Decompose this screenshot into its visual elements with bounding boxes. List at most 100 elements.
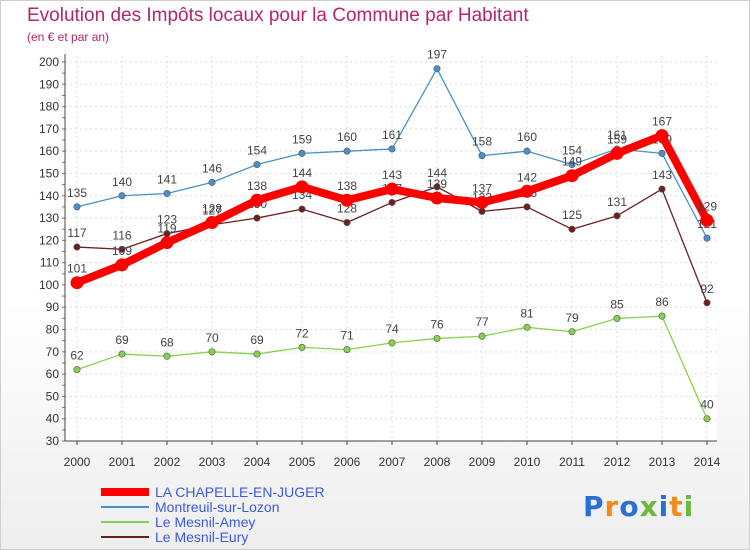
x-tick-label: 2002 (154, 455, 181, 469)
data-point (700, 213, 714, 227)
data-label: 76 (430, 317, 444, 331)
data-label: 139 (427, 177, 447, 191)
logo-letter: x (639, 490, 659, 523)
data-point (343, 346, 351, 354)
data-point (160, 236, 174, 250)
legend-label: Le Mesnil-Amey (155, 514, 256, 530)
series-montreuil-sur-lozon: 1351401411461541591601611971581601541611… (67, 48, 717, 242)
data-point (475, 195, 489, 209)
data-point (253, 161, 261, 169)
data-point (430, 191, 444, 205)
y-tick-label: 30 (46, 434, 60, 448)
y-tick-label: 180 (39, 100, 59, 114)
data-label: 140 (112, 175, 132, 189)
data-label: 138 (337, 179, 357, 193)
y-tick-label: 80 (46, 323, 60, 337)
data-label: 116 (112, 228, 131, 242)
data-point (433, 183, 441, 191)
data-label: 143 (652, 168, 672, 182)
data-label: 40 (700, 398, 714, 412)
data-point (658, 149, 666, 157)
x-tick-label: 2014 (694, 455, 721, 469)
data-label: 135 (67, 186, 87, 200)
y-tick-label: 40 (46, 412, 60, 426)
x-tick-label: 2009 (469, 455, 496, 469)
logo-letter: i (658, 490, 670, 523)
data-point (523, 147, 531, 155)
data-label: 81 (520, 306, 534, 320)
series-le-mesnil-amey: 62 69 68 70 69 72 71 74 76 77 81 79 85 86 40 (70, 295, 714, 423)
data-label: 144 (427, 166, 447, 180)
data-label: 160 (337, 130, 357, 144)
data-point (658, 312, 666, 320)
data-label: 69 (115, 333, 129, 347)
x-tick-label: 2001 (109, 455, 136, 469)
data-point (343, 147, 351, 155)
data-label: 144 (292, 166, 312, 180)
data-label: 143 (382, 168, 402, 182)
data-label: 129 (697, 199, 717, 213)
y-tick-label: 110 (40, 256, 59, 270)
legend-swatch (101, 536, 149, 538)
data-point (163, 352, 171, 360)
data-point (118, 192, 126, 200)
data-point (340, 193, 354, 207)
data-point (118, 350, 126, 358)
data-label: 159 (607, 132, 627, 146)
data-point (73, 203, 81, 211)
plot-area (65, 56, 717, 441)
data-label: 74 (385, 322, 399, 336)
x-tick-label: 2006 (334, 455, 361, 469)
data-label: 154 (247, 144, 267, 158)
data-point (613, 212, 621, 220)
legend-label: Montreuil-sur-Lozon (155, 499, 280, 515)
y-tick-label: 130 (39, 211, 59, 225)
data-point (433, 334, 441, 342)
y-tick-label: 50 (46, 389, 60, 403)
y-tick-label: 190 (39, 77, 59, 91)
data-label: 197 (427, 48, 447, 62)
data-point (73, 243, 81, 251)
legend-label: Le Mesnil-Eury (155, 529, 249, 545)
data-point (295, 180, 309, 194)
data-point (703, 415, 711, 423)
data-label: 69 (250, 333, 264, 347)
x-tick-label: 2011 (559, 455, 585, 469)
data-label: 68 (160, 335, 174, 349)
data-point (163, 190, 171, 198)
logo-letter: r (604, 490, 620, 523)
y-tick-label: 100 (39, 278, 59, 292)
data-point (568, 328, 576, 336)
data-label: 79 (565, 311, 579, 325)
data-label: 123 (157, 213, 177, 227)
data-label: 161 (382, 128, 402, 142)
data-point (478, 152, 486, 160)
data-label: 92 (700, 282, 714, 296)
series-le-mesnil-eury: 1171161231271301341281371441331351251311… (67, 166, 714, 307)
data-point (655, 129, 669, 143)
data-label: 149 (562, 155, 582, 169)
logo-letter: P (583, 490, 605, 523)
data-label: 160 (517, 130, 537, 144)
x-tick-label: 2007 (379, 455, 406, 469)
data-point (73, 366, 81, 374)
legend-swatch (101, 506, 149, 508)
data-label: 127 (202, 204, 222, 218)
chart-title: Evolution des Impôts locaux pour la Comm… (27, 5, 529, 26)
data-point (115, 258, 129, 272)
y-tick-label: 60 (46, 367, 60, 381)
data-point (250, 193, 264, 207)
data-label: 158 (472, 135, 492, 149)
data-label: 146 (202, 161, 222, 175)
legend-swatch (101, 521, 149, 523)
data-point (205, 216, 219, 230)
x-tick-label: 2005 (289, 455, 316, 469)
data-label: 109 (112, 244, 132, 258)
logo-letter: o (619, 490, 640, 523)
x-tick-label: 2013 (649, 455, 676, 469)
y-tick-label: 140 (39, 189, 59, 203)
y-tick-label: 70 (46, 345, 60, 359)
